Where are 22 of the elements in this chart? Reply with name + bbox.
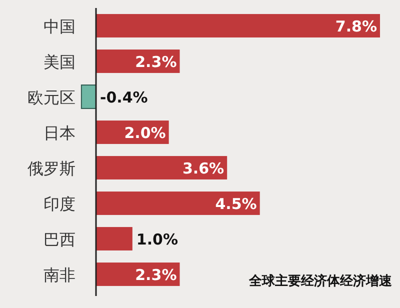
y-tick-label: 美国 xyxy=(43,52,76,72)
y-tick-label: 俄罗斯 xyxy=(27,158,76,178)
data-label: 4.5% xyxy=(215,194,257,213)
data-label: 7.8% xyxy=(335,17,377,36)
bar xyxy=(80,84,96,109)
bar xyxy=(96,227,132,250)
bar xyxy=(96,192,260,215)
text: 全球主要经济体经济增速 xyxy=(248,273,393,289)
data-label: 2.0% xyxy=(124,124,166,142)
data-label: 2.3% xyxy=(135,52,177,71)
bar xyxy=(96,156,228,180)
y-tick-label: 巴西 xyxy=(43,230,76,249)
data-label: -0.4% xyxy=(100,88,148,106)
y-tick-label: 日本 xyxy=(43,123,76,142)
data-label: 3.6% xyxy=(182,159,224,178)
y-tick-label: 中国 xyxy=(43,16,76,36)
data-label: 2.3% xyxy=(135,266,177,284)
y-tick-label: 南非 xyxy=(43,265,76,284)
bar xyxy=(96,14,380,38)
data-label: 1.0% xyxy=(136,230,178,248)
y-tick-label: 印度 xyxy=(43,194,76,214)
y-tick-label: 欧元区 xyxy=(27,88,76,107)
